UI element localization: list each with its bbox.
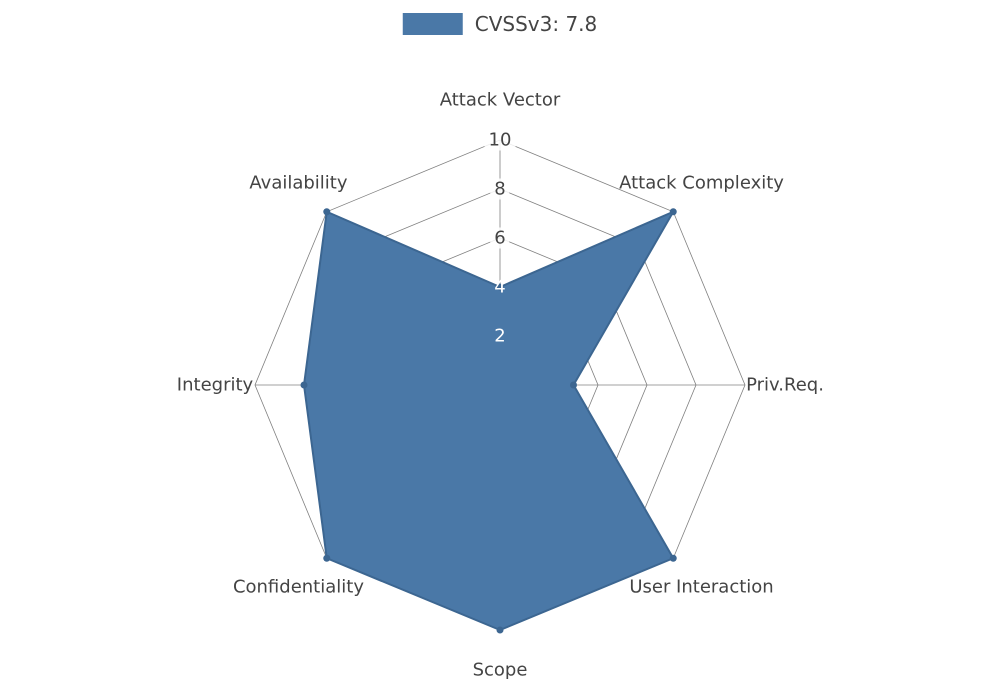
tick-label: 8 (490, 179, 509, 200)
tick-label: 2 (490, 326, 509, 347)
axis-label: Attack Complexity (619, 173, 784, 194)
axis-label: Scope (473, 660, 528, 681)
tick-label: 4 (490, 277, 509, 298)
legend: CVSSv3: 7.8 (403, 12, 598, 36)
tick-label: 10 (485, 130, 516, 151)
axis-label: Integrity (177, 375, 253, 396)
axis-label: Attack Vector (440, 90, 561, 111)
tick-label: 6 (490, 228, 509, 249)
axis-label: User Interaction (629, 576, 773, 597)
axis-label: Availability (249, 173, 347, 194)
axis-label: Priv.Req. (746, 375, 824, 396)
axis-label: Confidentiality (233, 576, 364, 597)
legend-swatch (403, 13, 463, 35)
radar-chart: CVSSv3: 7.8 Attack Vector Attack Complexi… (0, 0, 1000, 700)
legend-label: CVSSv3: 7.8 (475, 12, 598, 36)
